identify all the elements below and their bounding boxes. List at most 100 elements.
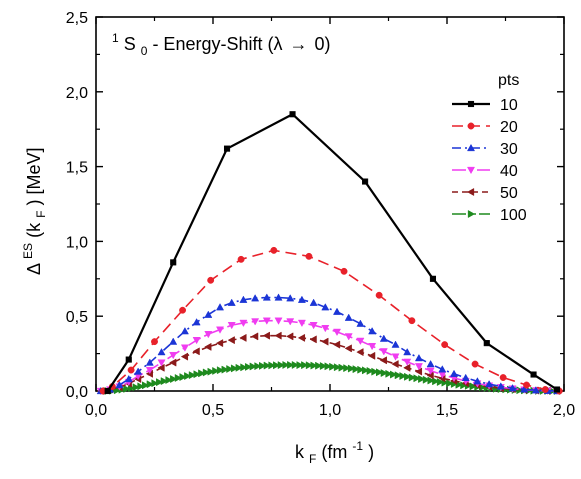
data-point xyxy=(198,369,206,378)
data-point xyxy=(192,337,201,345)
data-point xyxy=(422,375,431,384)
data-point xyxy=(399,372,407,381)
data-point xyxy=(332,328,342,337)
data-point xyxy=(368,351,376,360)
data-point xyxy=(289,111,296,118)
data-point xyxy=(418,375,426,384)
data-point xyxy=(215,326,225,334)
data-point xyxy=(471,360,479,368)
data-point xyxy=(344,344,352,353)
data-point xyxy=(207,276,215,284)
legend-item-30: 30 xyxy=(452,141,518,158)
data-point xyxy=(309,298,318,306)
data-point xyxy=(216,366,225,375)
data-point xyxy=(221,365,229,374)
data-point xyxy=(379,334,388,342)
data-point xyxy=(170,375,178,384)
data-point xyxy=(391,353,400,361)
data-point xyxy=(362,178,369,185)
ylabel-main: Δ xyxy=(24,263,44,275)
data-point xyxy=(239,333,247,342)
data-point xyxy=(157,359,166,367)
legend-title: pts xyxy=(498,72,519,89)
data-point xyxy=(315,361,323,370)
x-tick-label: 0,5 xyxy=(202,402,224,419)
data-point xyxy=(235,363,243,372)
data-point xyxy=(485,380,494,388)
data-point xyxy=(366,366,374,375)
data-point xyxy=(179,306,187,314)
x-tick-label: 1,5 xyxy=(436,402,458,419)
data-point xyxy=(240,363,248,372)
data-point xyxy=(127,366,135,374)
series-10 xyxy=(104,111,561,395)
data-point xyxy=(352,365,360,374)
plot-frame xyxy=(95,16,565,392)
data-point xyxy=(212,366,220,375)
data-point xyxy=(332,340,341,349)
ylabel-sub: F xyxy=(34,211,48,218)
data-point xyxy=(319,361,328,371)
data-point xyxy=(324,362,332,371)
data-point xyxy=(193,370,201,379)
data-point xyxy=(404,372,412,381)
axis-ticks: 0,0 0,5 1,0 1,5 2,0 0,0 0,5 1,0 1,5 2,0 2,5 xyxy=(66,10,575,419)
xlabel-sup: -1 xyxy=(352,439,363,453)
ylabel-paren: (k xyxy=(24,222,44,238)
data-point xyxy=(426,359,435,368)
data-point xyxy=(333,363,342,372)
data-point xyxy=(309,335,317,344)
xlabel-main: k xyxy=(295,442,305,462)
y-tick-label: 0,5 xyxy=(66,309,88,326)
data-point xyxy=(262,317,271,325)
data-point xyxy=(436,377,445,387)
data-point xyxy=(530,371,537,378)
data-point xyxy=(321,325,330,333)
data-point xyxy=(426,367,435,375)
annotation-superscript: 1 xyxy=(112,31,119,45)
data-point xyxy=(309,322,318,330)
data-point xyxy=(321,337,329,346)
data-point xyxy=(151,379,159,388)
data-point xyxy=(226,364,234,374)
data-point xyxy=(344,333,353,341)
data-point xyxy=(375,291,383,299)
data-point xyxy=(473,377,482,385)
data-point xyxy=(174,373,183,383)
x-tick-label: 0,0 xyxy=(85,402,107,419)
data-point xyxy=(137,382,145,391)
data-point xyxy=(180,352,189,361)
data-point xyxy=(499,374,507,381)
xlabel-close: ) xyxy=(368,442,374,462)
data-point xyxy=(259,361,267,370)
data-point xyxy=(321,303,330,311)
data-point xyxy=(204,310,213,318)
data-point xyxy=(227,336,235,345)
data-point xyxy=(274,293,283,301)
data-point xyxy=(291,360,300,369)
data-point xyxy=(403,363,411,372)
y-tick-label: 0,0 xyxy=(66,384,88,401)
data-point xyxy=(338,363,346,372)
data-point xyxy=(483,340,490,347)
legend-label: 10 xyxy=(500,97,518,114)
data-point xyxy=(145,358,154,366)
data-point xyxy=(151,338,158,346)
legend-marker xyxy=(466,166,476,175)
data-point xyxy=(305,361,314,370)
data-point xyxy=(227,322,236,330)
data-point xyxy=(170,259,177,266)
data-point xyxy=(230,364,239,373)
data-point xyxy=(531,386,540,394)
data-point xyxy=(414,363,423,371)
data-point xyxy=(215,339,224,348)
data-point xyxy=(413,374,421,383)
data-point xyxy=(305,252,313,260)
annotation-rest: - Energy-Shift (λ xyxy=(152,34,282,54)
data-point xyxy=(268,361,276,370)
legend-marker xyxy=(466,143,476,152)
legend-marker xyxy=(467,100,475,108)
data-point xyxy=(145,366,154,375)
data-point xyxy=(344,313,353,321)
